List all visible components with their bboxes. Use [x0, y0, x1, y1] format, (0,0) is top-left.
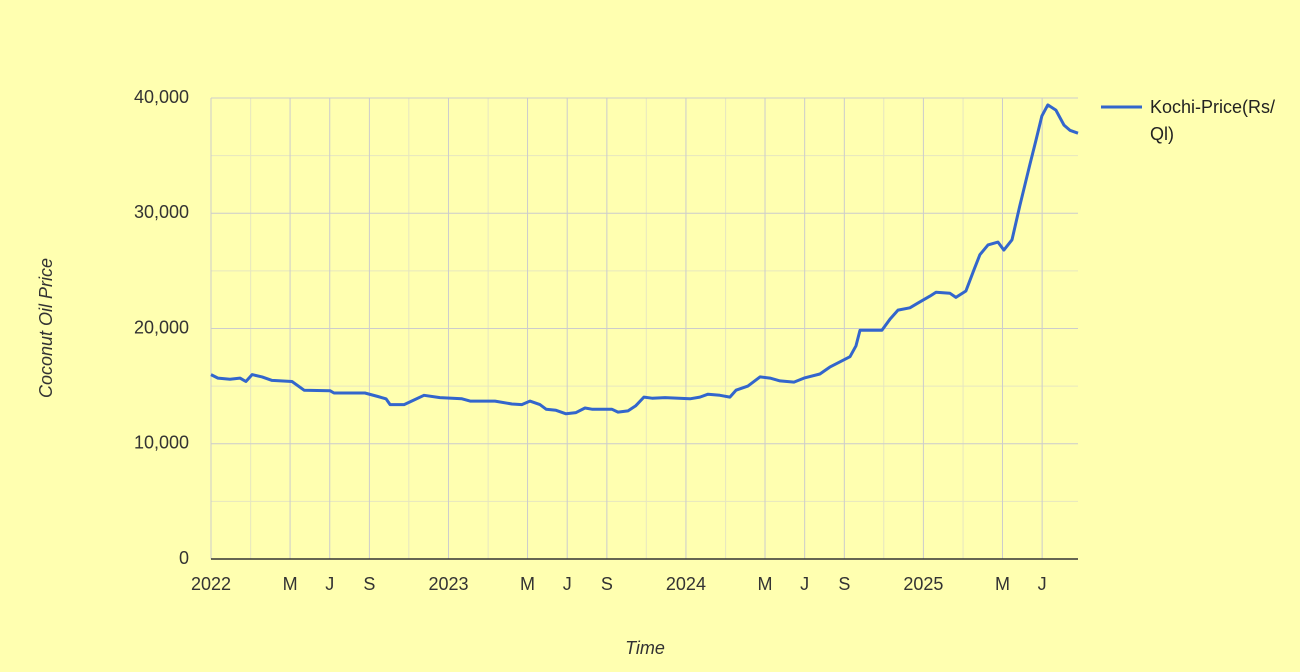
x-axis-title: Time	[625, 638, 665, 658]
y-tick-label: 20,000	[134, 317, 189, 337]
x-tick-label: M	[520, 574, 535, 594]
x-tick-label: S	[363, 574, 375, 594]
x-tick-label: 2024	[666, 574, 706, 594]
x-tick-label: M	[283, 574, 298, 594]
y-axis-title: Coconut Oil Price	[36, 258, 56, 398]
y-tick-label: 0	[179, 548, 189, 568]
x-tick-label: 2022	[191, 574, 231, 594]
x-tick-label: J	[800, 574, 809, 594]
y-tick-label: 40,000	[134, 87, 189, 107]
x-tick-label: 2025	[903, 574, 943, 594]
x-tick-label: 2023	[428, 574, 468, 594]
y-tick-label: 10,000	[134, 433, 189, 453]
x-tick-label: S	[601, 574, 613, 594]
x-tick-label: M	[758, 574, 773, 594]
data-line	[210, 103, 1079, 416]
y-tick-label: 30,000	[134, 202, 189, 222]
x-tick-label: J	[1038, 574, 1047, 594]
x-tick-label: M	[995, 574, 1010, 594]
x-tick-label: J	[563, 574, 572, 594]
x-tick-label: J	[325, 574, 334, 594]
legend-label: Kochi-Price(Rs/Ql)	[1150, 97, 1276, 144]
x-tick-label: S	[838, 574, 850, 594]
